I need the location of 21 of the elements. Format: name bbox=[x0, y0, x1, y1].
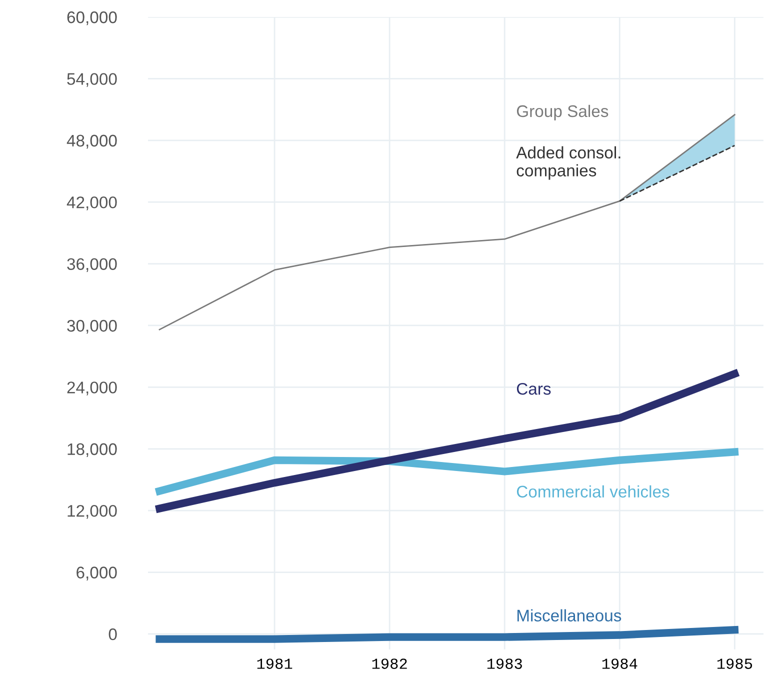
y-tick-label: 18,000 bbox=[68, 443, 117, 458]
y-tick-label: 6,000 bbox=[76, 566, 117, 580]
y-tick-label: 36,000 bbox=[67, 258, 117, 272]
y-tick-label: 0 bbox=[108, 628, 117, 640]
x-tick-label: 1985 bbox=[717, 658, 752, 669]
series-label: Miscellaneous bbox=[517, 609, 622, 622]
y-tick-label: 54,000 bbox=[67, 73, 117, 87]
series-label: Added consol. companies bbox=[516, 146, 620, 180]
x-tick-label: 1982 bbox=[372, 658, 407, 669]
y-tick-label: 60,000 bbox=[67, 11, 117, 26]
text: Cars bbox=[516, 382, 551, 395]
series-label: Commercial vehicles bbox=[516, 485, 670, 498]
x-tick-label: 1984 bbox=[602, 658, 638, 669]
y-tick-label: 48,000 bbox=[66, 134, 117, 149]
x-tick-label: 1981 bbox=[257, 658, 292, 669]
text: Group Sales bbox=[516, 104, 608, 120]
y-tick-label: 30,000 bbox=[67, 320, 117, 334]
y-tick-label: 42,000 bbox=[66, 196, 117, 210]
y-tick-label: 24,000 bbox=[67, 382, 117, 396]
x-tick-label: 1983 bbox=[487, 658, 522, 669]
y-tick-label: 12,000 bbox=[68, 504, 117, 519]
